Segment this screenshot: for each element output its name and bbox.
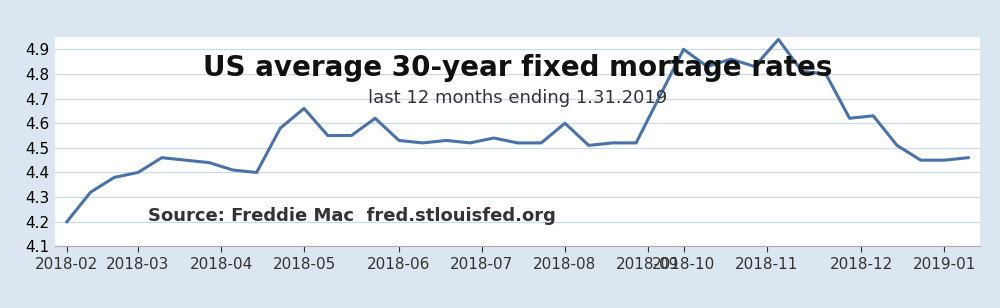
Text: Source: Freddie Mac  fred.stlouisfed.org: Source: Freddie Mac fred.stlouisfed.org — [148, 208, 555, 225]
Text: US average 30-year fixed mortage rates: US average 30-year fixed mortage rates — [203, 54, 832, 82]
Text: last 12 months ending 1.31.2019: last 12 months ending 1.31.2019 — [368, 89, 667, 107]
